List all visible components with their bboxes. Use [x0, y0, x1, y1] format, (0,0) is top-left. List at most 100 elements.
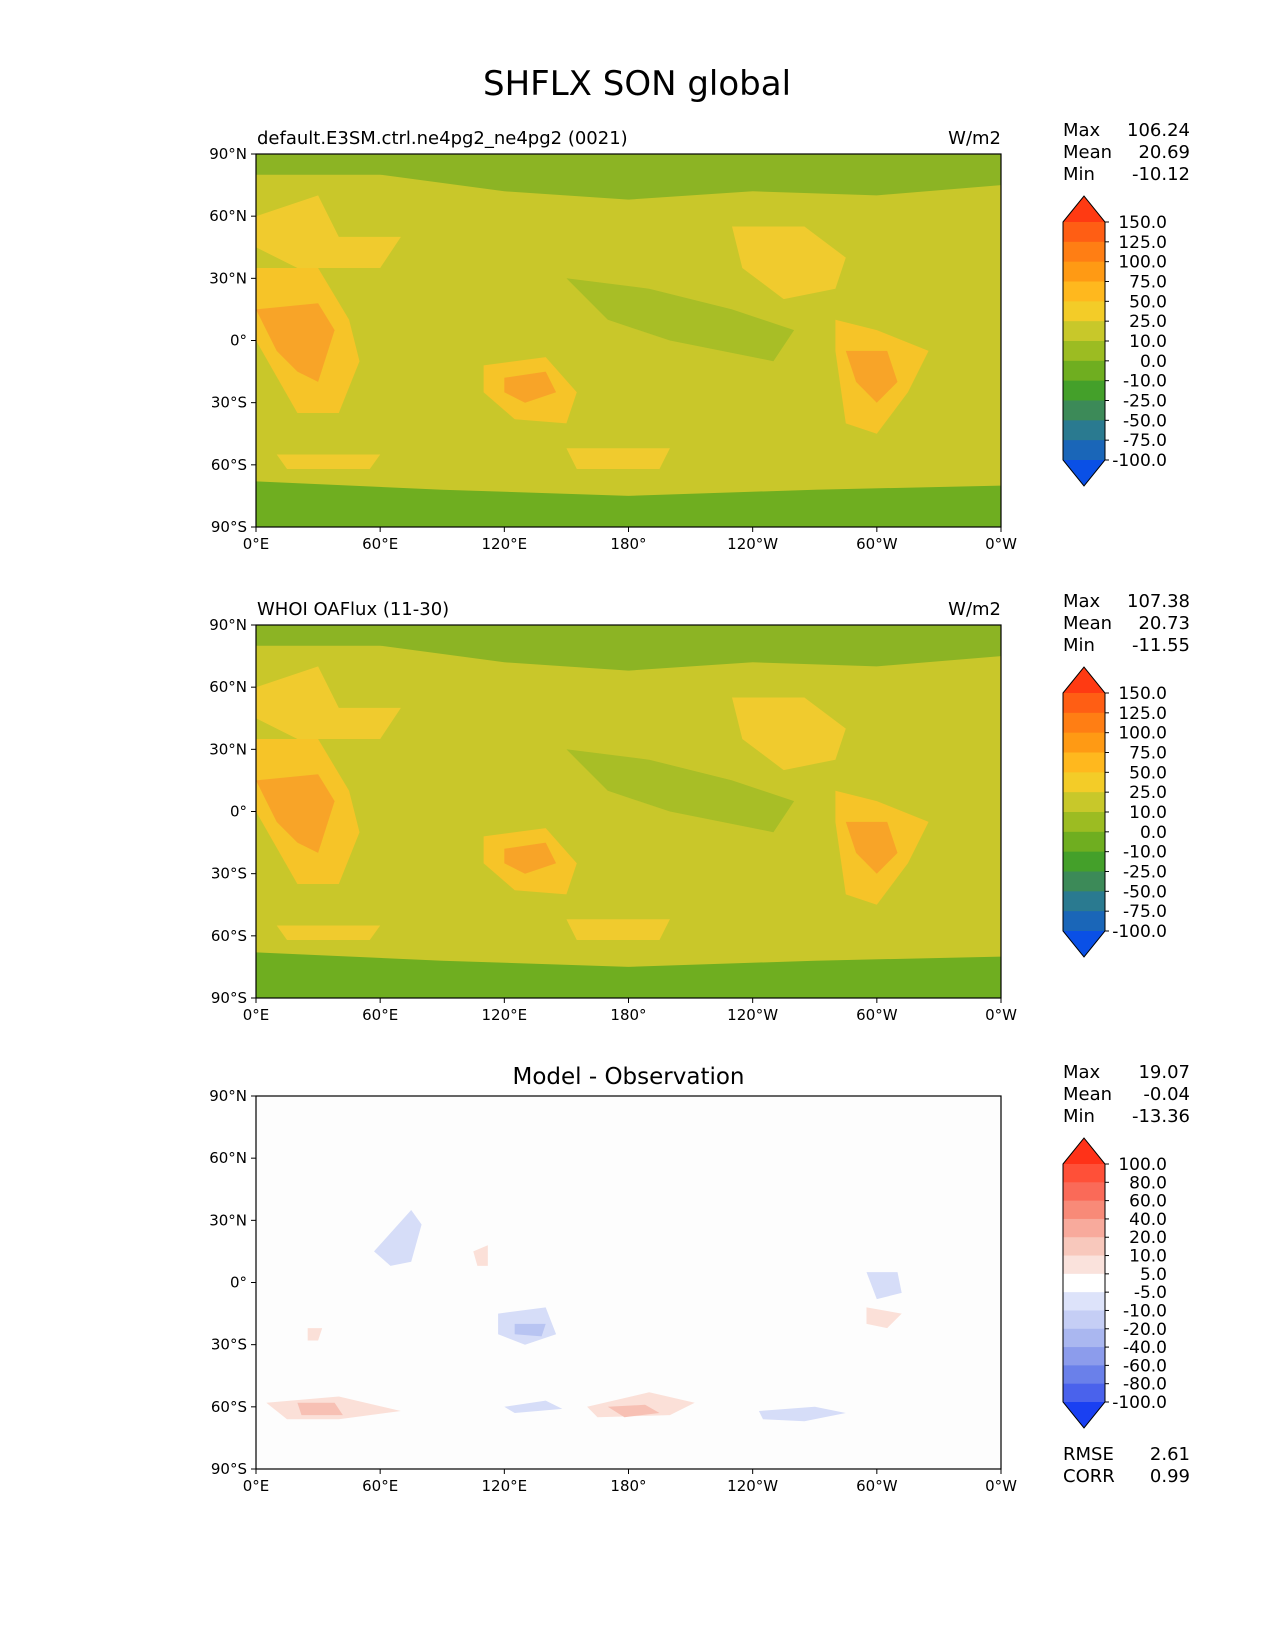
colorbar-segment	[1063, 1383, 1105, 1403]
colorbar: 150.0125.0100.075.050.025.010.00.0-10.0-…	[1062, 666, 1167, 958]
panel-reference: WHOI OAFlux (11-30) W/m2 0°E 60°E 120°E 180° 1…	[209, 591, 1190, 1024]
region-north-america	[732, 226, 846, 300]
panel-test: default.E3SM.ctrl.ne4pg2_ne4pg2 (0021) W/…	[209, 120, 1190, 553]
colorbar-label: 75.0	[1129, 273, 1167, 293]
y-tick-label: 60°N	[209, 678, 247, 696]
colorbar-segment	[1063, 1292, 1105, 1311]
x-tick-label: 0°E	[243, 1477, 270, 1495]
colorbar-label: 50.0	[1129, 292, 1167, 312]
colorbar-label: 60.0	[1129, 1192, 1167, 1212]
colorbar-label: 10.0	[1129, 1247, 1167, 1267]
stat-value: -13.36	[1132, 1106, 1190, 1127]
colorbar-segment	[1063, 420, 1105, 441]
colorbar-label: -5.0	[1134, 1283, 1167, 1303]
y-tick-label: 90°N	[209, 145, 247, 163]
colorbar-label: 100.0	[1118, 253, 1167, 273]
extra-stat-value: 0.99	[1150, 1466, 1190, 1487]
colorbar-label: 40.0	[1129, 1210, 1167, 1230]
figure-title: SHFLX SON global	[483, 64, 791, 104]
region-arctic	[256, 625, 1001, 671]
extra-stat-label: CORR	[1063, 1466, 1115, 1487]
stat-value: 19.07	[1138, 1062, 1190, 1083]
x-tick-label: 180°	[610, 1477, 646, 1495]
stat-value: 20.73	[1138, 613, 1190, 634]
panel-units: W/m2	[948, 599, 1001, 620]
colorbar-segment	[1063, 1328, 1105, 1348]
colorbar-segment	[1063, 261, 1105, 282]
stat-label: Mean	[1063, 1084, 1112, 1105]
stat-label: Max	[1063, 1062, 1101, 1083]
colorbar-segment	[1063, 222, 1105, 243]
region-southern-neg-pacific	[758, 1406, 846, 1422]
contour-regions	[256, 625, 1001, 998]
x-tick-label: 0°E	[243, 535, 270, 553]
colorbar-segment	[1063, 1347, 1105, 1366]
colorbar-segment	[1063, 281, 1105, 302]
colorbar-label: 150.0	[1118, 213, 1167, 233]
stat-value: -0.04	[1143, 1084, 1190, 1105]
y-tick-label: 90°S	[211, 518, 247, 536]
x-tick-label: 180°	[610, 1006, 646, 1024]
x-tick-label: 60°W	[856, 1477, 898, 1495]
y-tick-label: 30°N	[209, 1211, 247, 1229]
colorbar-segment	[1063, 1365, 1105, 1385]
colorbar-segment	[1063, 241, 1105, 263]
y-tick-label: 60°N	[209, 207, 247, 225]
colorbar-bottom-extend	[1063, 1402, 1105, 1428]
colorbar-segment	[1063, 752, 1105, 773]
colorbar-label: -25.0	[1123, 863, 1167, 883]
colorbar-label: 5.0	[1140, 1265, 1167, 1285]
region-north-america	[732, 697, 846, 771]
stat-label: Min	[1063, 635, 1095, 656]
region-southern-ocean-band	[276, 925, 381, 940]
colorbar-label: 0.0	[1140, 352, 1167, 372]
colorbar-segment	[1063, 440, 1105, 461]
x-tick-label: 120°E	[482, 1006, 528, 1024]
colorbar-label: -25.0	[1123, 392, 1167, 412]
x-tick-label: 0°E	[243, 1006, 270, 1024]
y-tick-label: 60°S	[211, 1398, 247, 1416]
colorbar-segment	[1063, 1310, 1105, 1330]
colorbar-segment	[1063, 341, 1105, 362]
stat-value: 107.38	[1127, 591, 1190, 612]
x-tick-label: 60°E	[362, 535, 398, 553]
stat-value: -10.12	[1132, 164, 1190, 185]
region-antarctic	[256, 481, 1001, 527]
colorbar-segment	[1063, 1182, 1105, 1202]
colorbar-segment	[1063, 812, 1105, 833]
stat-label: Mean	[1063, 613, 1112, 634]
colorbar-label: 10.0	[1129, 803, 1167, 823]
colorbar: 150.0125.0100.075.050.025.010.00.0-10.0-…	[1062, 195, 1167, 487]
y-tick-label: 30°N	[209, 269, 247, 287]
panel-title-left: default.E3SM.ctrl.ne4pg2_ne4pg2 (0021)	[257, 128, 628, 149]
region-arctic	[256, 154, 1001, 200]
region-southern-pos-indian-core	[297, 1402, 343, 1416]
colorbar-label: -60.0	[1123, 1356, 1167, 1376]
y-tick-label: 30°S	[211, 1336, 247, 1354]
region-south-america-core	[845, 350, 898, 403]
x-tick-label: 60°W	[856, 1006, 898, 1024]
colorbar-segment	[1063, 400, 1105, 421]
x-tick-label: 120°W	[727, 1477, 778, 1495]
x-tick-label: 0°W	[985, 1477, 1017, 1495]
colorbar-label: -20.0	[1123, 1320, 1167, 1340]
y-tick-label: 0°	[230, 1274, 247, 1292]
colorbar-label: 80.0	[1129, 1173, 1167, 1193]
y-tick-label: 60°S	[211, 456, 247, 474]
colorbar-segment	[1063, 1218, 1105, 1238]
region-brazil-neg	[866, 1272, 902, 1300]
colorbar-segment	[1063, 831, 1105, 853]
colorbar-label: 100.0	[1118, 724, 1167, 744]
stat-label: Min	[1063, 1106, 1095, 1127]
colorbar-label: -40.0	[1123, 1338, 1167, 1358]
colorbar-segment	[1063, 380, 1105, 401]
region-southern-ocean-pacific	[566, 919, 670, 940]
colorbar-segment	[1063, 1237, 1105, 1257]
colorbar-label: -100.0	[1112, 451, 1167, 471]
y-tick-label: 30°N	[209, 740, 247, 758]
colorbar-segment	[1063, 693, 1105, 714]
stat-value: -11.55	[1132, 635, 1190, 656]
contour-regions	[256, 154, 1001, 527]
y-tick-label: 90°S	[211, 989, 247, 1007]
